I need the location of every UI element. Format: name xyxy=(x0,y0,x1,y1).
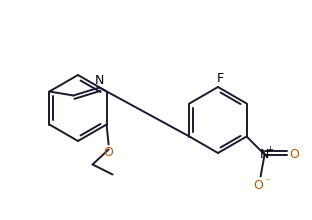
Text: F: F xyxy=(217,72,224,84)
Text: O: O xyxy=(104,146,114,159)
Text: N: N xyxy=(260,148,269,161)
Text: ⁻: ⁻ xyxy=(264,178,269,187)
Text: +: + xyxy=(266,145,273,154)
Text: N: N xyxy=(95,74,104,87)
Text: O: O xyxy=(290,148,300,161)
Text: O: O xyxy=(254,179,264,192)
